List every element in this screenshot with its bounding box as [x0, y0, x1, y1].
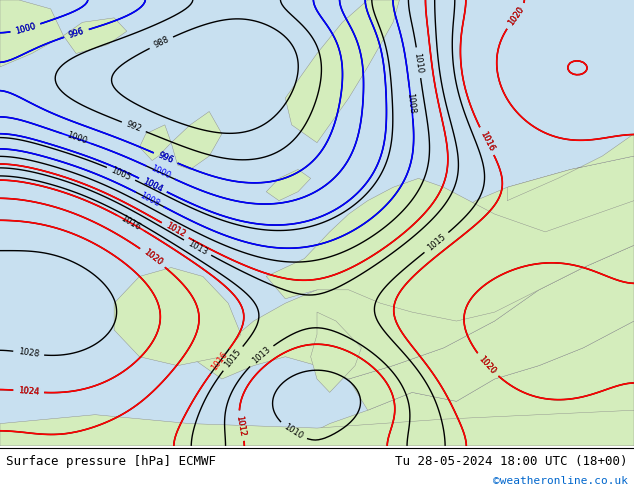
Text: 1010: 1010	[282, 422, 304, 441]
Text: 1024: 1024	[18, 386, 39, 397]
Text: 1000: 1000	[14, 21, 37, 35]
Text: 1020: 1020	[507, 5, 526, 27]
Text: 1016: 1016	[210, 350, 230, 372]
Text: 1008: 1008	[138, 191, 161, 208]
Text: 1012: 1012	[235, 415, 247, 437]
Text: 996: 996	[68, 26, 86, 40]
Text: 1000: 1000	[149, 164, 172, 181]
Text: 1004: 1004	[141, 176, 164, 194]
Text: 1020: 1020	[141, 248, 164, 268]
Text: 1028: 1028	[18, 347, 40, 359]
Text: 996: 996	[157, 151, 175, 165]
Text: 1016: 1016	[119, 214, 142, 232]
Text: 1004: 1004	[141, 176, 164, 194]
Text: 1015: 1015	[425, 232, 448, 253]
Text: 1012: 1012	[235, 415, 247, 437]
Text: 1020: 1020	[477, 354, 498, 376]
Text: 1015: 1015	[223, 347, 243, 369]
Text: Tu 28-05-2024 18:00 UTC (18+00): Tu 28-05-2024 18:00 UTC (18+00)	[395, 455, 628, 468]
Text: 996: 996	[157, 151, 175, 165]
Text: 1008: 1008	[406, 92, 417, 114]
Text: ©weatheronline.co.uk: ©weatheronline.co.uk	[493, 476, 628, 486]
Text: 1005: 1005	[110, 165, 133, 182]
Text: 1012: 1012	[164, 221, 186, 239]
Text: 1024: 1024	[18, 386, 39, 397]
Text: 988: 988	[152, 35, 171, 50]
Text: 996: 996	[68, 26, 86, 40]
Text: 1000: 1000	[65, 131, 88, 146]
Text: 1013: 1013	[186, 239, 209, 257]
Text: 1000: 1000	[14, 21, 37, 35]
Text: 992: 992	[125, 120, 143, 134]
Text: 1020: 1020	[477, 354, 498, 376]
Text: Surface pressure [hPa] ECMWF: Surface pressure [hPa] ECMWF	[6, 455, 216, 468]
Text: 1013: 1013	[250, 345, 272, 366]
Text: 1010: 1010	[413, 52, 424, 74]
Text: 1012: 1012	[164, 221, 186, 239]
Text: 1020: 1020	[141, 248, 164, 268]
Text: 1016: 1016	[478, 130, 496, 152]
Text: 1020: 1020	[507, 5, 526, 27]
Text: 1016: 1016	[478, 130, 496, 152]
